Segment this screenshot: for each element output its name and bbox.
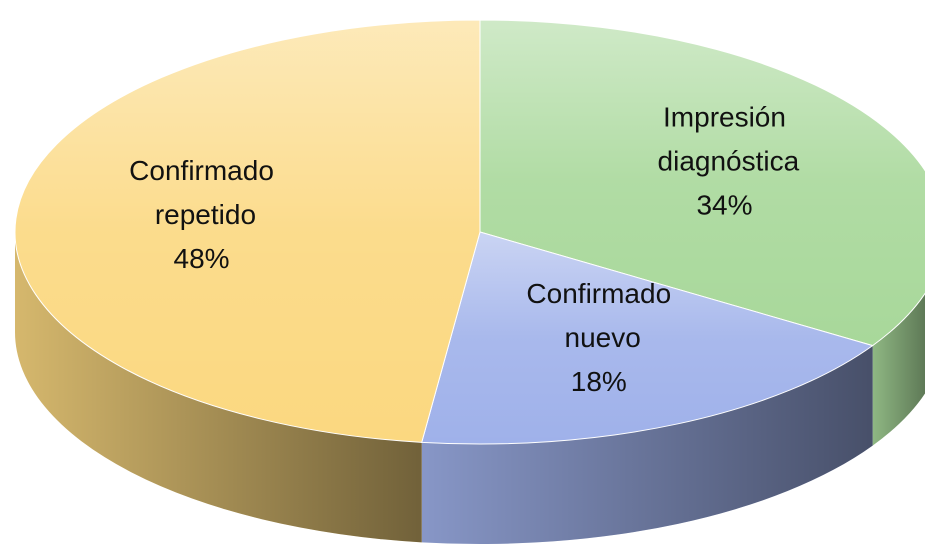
- pie-slice-shine: [480, 20, 925, 346]
- pie-tops: [14, 19, 925, 445]
- pie-slice-shine: [421, 232, 873, 444]
- pie-slice-shine: [14, 20, 480, 443]
- labels: Impresión diagnóstica 34% Confirmado nuevo…: [129, 102, 799, 397]
- pie-side-shade: [421, 345, 873, 544]
- value-label: 18%: [571, 366, 627, 397]
- pie-side-shade: [15, 232, 422, 543]
- pie-sides: [15, 232, 925, 544]
- value-label: 34%: [696, 190, 752, 221]
- category-label: Confirmado nuevo: [526, 278, 671, 353]
- pie-side-shade: [872, 293, 925, 446]
- category-label: Confirmado repetido: [129, 155, 274, 230]
- value-label: 48%: [174, 243, 230, 274]
- category-label: Impresión diagnóstica: [650, 102, 800, 177]
